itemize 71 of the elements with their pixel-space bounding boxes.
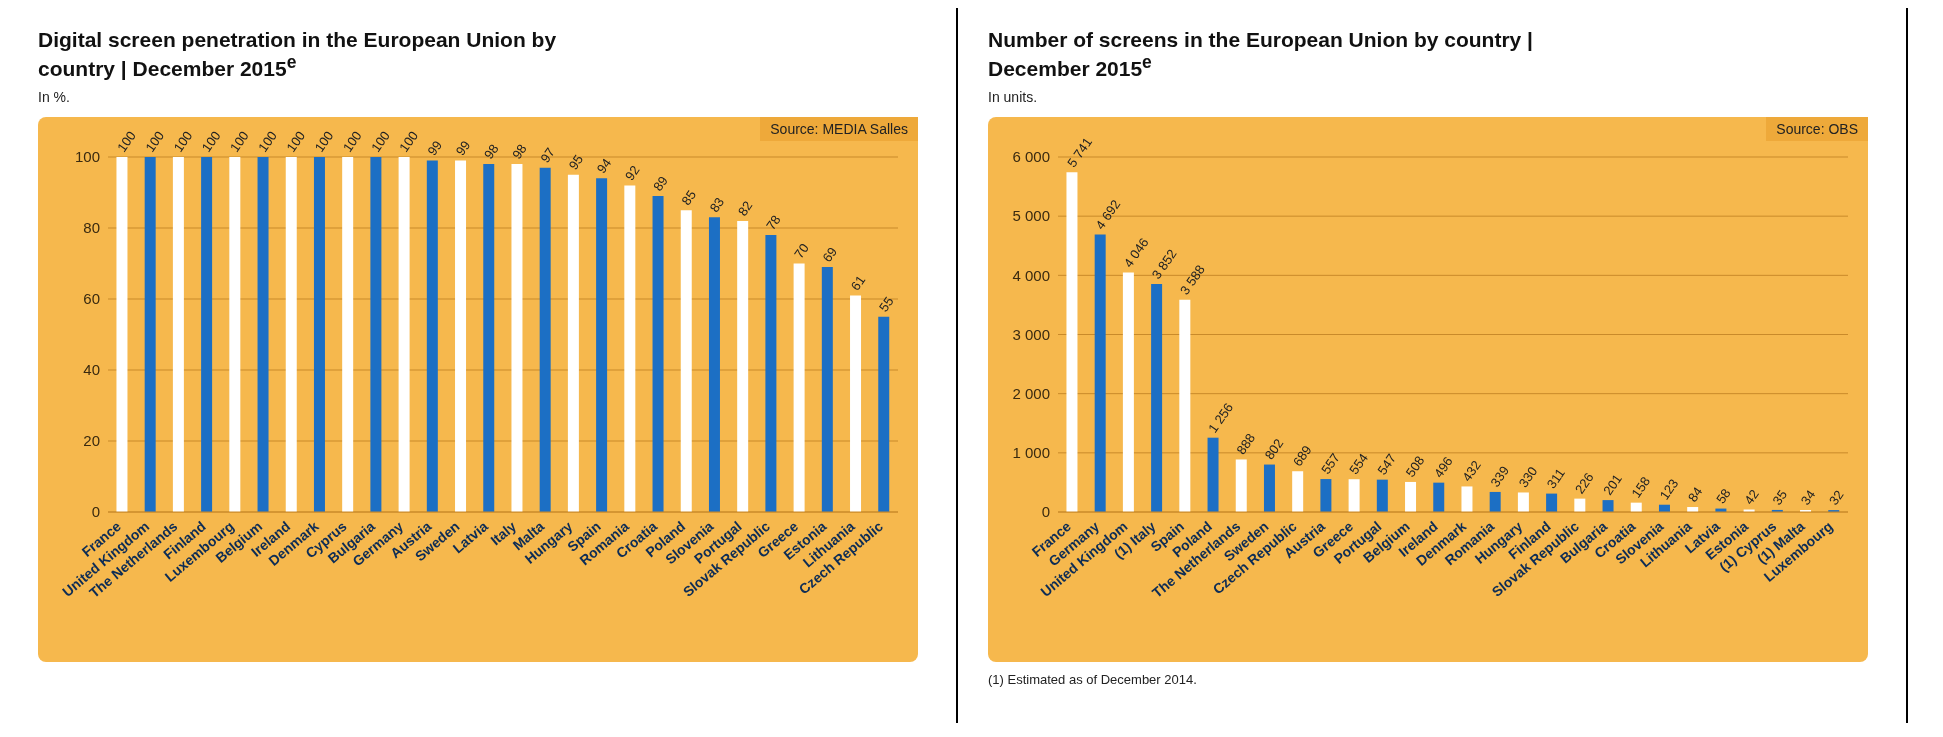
data-label: 100 bbox=[396, 128, 422, 155]
data-label: 61 bbox=[847, 272, 869, 294]
data-label: 100 bbox=[368, 128, 393, 155]
data-label: 32 bbox=[1825, 487, 1847, 508]
y-tick-label: 100 bbox=[74, 148, 100, 166]
data-label: 84 bbox=[1684, 484, 1706, 505]
y-tick-label: 40 bbox=[83, 361, 100, 379]
data-label: 201 bbox=[1600, 471, 1625, 498]
data-label: 123 bbox=[1656, 476, 1682, 503]
data-label: 99 bbox=[424, 137, 446, 159]
data-label: 554 bbox=[1346, 450, 1372, 477]
chart-subtitle: In %. bbox=[38, 89, 71, 105]
data-label: 4 692 bbox=[1092, 196, 1124, 233]
data-label: 98 bbox=[509, 141, 530, 162]
data-label: 69 bbox=[819, 244, 841, 265]
data-label: 100 bbox=[114, 128, 139, 155]
data-label: 100 bbox=[283, 128, 309, 155]
source-note: Source: OBS bbox=[1766, 117, 1868, 141]
y-tick-label: 6 000 bbox=[1012, 148, 1050, 166]
data-label: 5 741 bbox=[1064, 134, 1096, 171]
data-label: 100 bbox=[198, 128, 224, 155]
source-note: Source: MEDIA Salles bbox=[760, 117, 918, 141]
data-label: 339 bbox=[1487, 463, 1513, 490]
y-tick-label: 1 000 bbox=[1012, 444, 1050, 462]
data-label: 508 bbox=[1402, 453, 1428, 480]
data-label: 100 bbox=[142, 128, 168, 155]
data-label: 55 bbox=[875, 294, 897, 315]
data-label: 557 bbox=[1318, 450, 1343, 477]
y-tick-label: 4 000 bbox=[1012, 266, 1050, 284]
y-tick-label: 3 000 bbox=[1012, 325, 1050, 343]
data-label: 82 bbox=[734, 198, 756, 219]
data-label: 34 bbox=[1797, 487, 1819, 508]
data-label: 78 bbox=[763, 212, 784, 233]
y-tick-label: 5 000 bbox=[1012, 207, 1050, 225]
data-label: 158 bbox=[1628, 473, 1654, 501]
data-label: 100 bbox=[339, 128, 365, 155]
data-label: 100 bbox=[170, 128, 196, 155]
data-label: 547 bbox=[1374, 450, 1400, 478]
data-label: 432 bbox=[1459, 457, 1484, 485]
y-tick-label: 0 bbox=[91, 503, 100, 521]
data-label: 496 bbox=[1430, 453, 1456, 481]
data-label: 100 bbox=[255, 128, 280, 155]
y-tick-label: 2 000 bbox=[1012, 384, 1050, 402]
data-label: 70 bbox=[791, 240, 812, 262]
data-label: 100 bbox=[226, 128, 252, 155]
chart-title: Number of screens in the European Union by country | December 2015$^{e}$ bbox=[988, 28, 1534, 81]
data-label: 98 bbox=[480, 141, 502, 162]
text: (1) Estimated as of December 2014. bbox=[988, 672, 1198, 687]
y-tick-label: 80 bbox=[83, 219, 100, 237]
data-label: 42 bbox=[1741, 486, 1762, 508]
data-label: 802 bbox=[1261, 435, 1287, 463]
data-label: 94 bbox=[593, 155, 615, 177]
chart-subtitle: In units. bbox=[988, 89, 1039, 105]
data-label: 35 bbox=[1769, 487, 1791, 508]
data-label: 689 bbox=[1289, 442, 1315, 469]
data-label: 83 bbox=[706, 194, 728, 216]
data-label: 99 bbox=[452, 137, 474, 159]
data-label: 330 bbox=[1515, 463, 1541, 491]
chart-title: Digital screen penetration in the European Union by country | December 2015$^{e}$ bbox=[38, 28, 558, 81]
data-label: 95 bbox=[565, 152, 587, 173]
data-label: 89 bbox=[650, 173, 671, 194]
data-label: 97 bbox=[537, 144, 558, 166]
data-label: 85 bbox=[678, 187, 700, 208]
data-label: 226 bbox=[1571, 469, 1597, 497]
data-label: 100 bbox=[311, 128, 337, 155]
data-label: 311 bbox=[1543, 465, 1568, 492]
y-tick-label: 0 bbox=[1041, 503, 1050, 521]
y-tick-label: 20 bbox=[83, 432, 100, 450]
y-tick-label: 60 bbox=[83, 290, 100, 308]
data-label: 58 bbox=[1713, 485, 1734, 507]
data-label: 92 bbox=[621, 162, 643, 184]
